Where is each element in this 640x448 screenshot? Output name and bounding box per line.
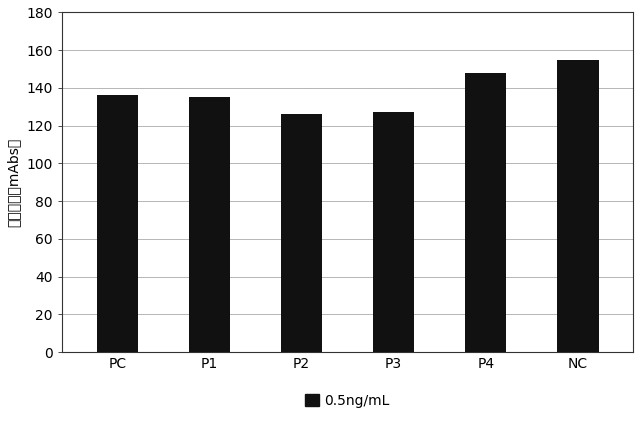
Bar [189,97,230,352]
Bar [281,114,322,352]
Bar [373,112,414,352]
Bar [465,73,506,352]
Legend: 0.5ng/mL: 0.5ng/mL [300,388,396,413]
Bar [97,95,138,352]
Bar [557,60,598,352]
Y-axis label: 発色強度（mAbs）: 発色強度（mAbs） [7,138,21,227]
